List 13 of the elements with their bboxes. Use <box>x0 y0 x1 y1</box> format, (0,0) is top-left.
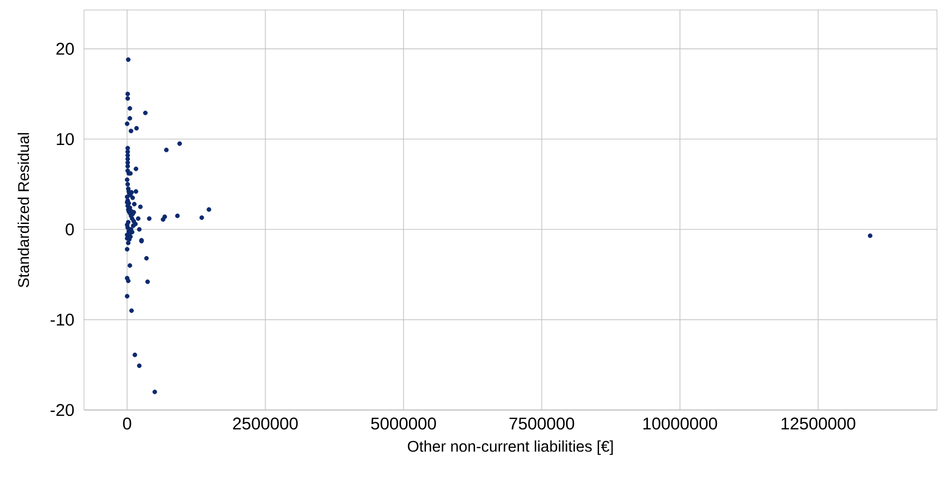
y-tick-label: -10 <box>50 314 74 326</box>
y-tick-label: -20 <box>50 404 74 416</box>
x-tick-label: 5000000 <box>371 418 436 430</box>
y-tick-label: 10 <box>56 133 74 146</box>
y-axis-title: Standardized Residual <box>18 133 30 288</box>
x-tick-label: 10000000 <box>643 418 718 430</box>
y-tick-label: 0 <box>66 223 74 236</box>
x-axis-title: Other non-current liabilities [€] <box>408 440 613 455</box>
x-tick-label: 2500000 <box>233 418 298 430</box>
y-tick-label: 20 <box>56 42 74 55</box>
x-tick-label: 0 <box>123 418 132 430</box>
x-tick-label: 12500000 <box>782 418 856 430</box>
x-tick-label: 7500000 <box>510 418 574 430</box>
